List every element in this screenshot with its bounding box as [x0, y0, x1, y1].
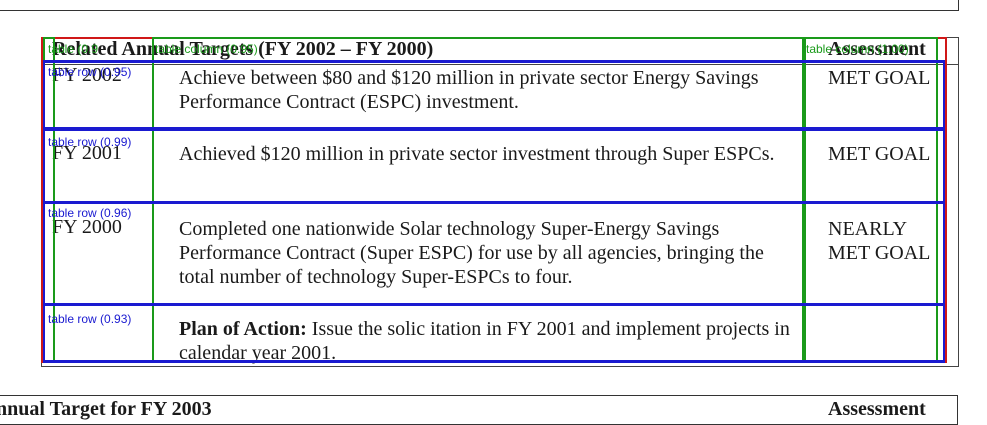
- plan-of-action: Plan of Action: Issue the solic itation …: [179, 317, 794, 365]
- plan-of-action-text: Issue the solic itation in FY 2001 and i…: [179, 318, 790, 364]
- table-header-assessment: Assessment: [828, 38, 926, 60]
- row-detection-label-1: table row (0.95): [48, 65, 132, 79]
- plan-of-action-label: Plan of Action:: [179, 318, 307, 340]
- row-assessment-fy2002: MET GOAL: [828, 67, 931, 89]
- row-year-fy2001: FY 2001: [52, 142, 122, 164]
- next-section-title: nnual Target for FY 2003: [0, 398, 212, 420]
- row-detection-label-2: table row (0.99): [48, 135, 132, 149]
- previous-section-box: [0, 0, 959, 11]
- row-description-fy2001: Achieved $120 million in private sector …: [179, 143, 775, 165]
- row-assessment-fy2001: MET GOAL: [828, 143, 931, 165]
- row-detection-label-4: table row (0.93): [48, 312, 132, 326]
- row-year-fy2002: FY 2002: [52, 64, 122, 86]
- next-section-assessment: Assessment: [828, 398, 926, 420]
- table-detection-label: table (0.9: [48, 42, 99, 56]
- column-detection-label-2: table column (0.95): [155, 42, 258, 56]
- table-header-title: Related Annual Targets (FY 2002 – FY 200…: [52, 38, 434, 60]
- row-assessment-fy2000: NEARLY MET GOAL: [828, 218, 931, 264]
- row-description-fy2002: Achieve between $80 and $120 million in …: [179, 67, 759, 113]
- table-header-row: [41, 37, 959, 65]
- row-description-fy2000: Completed one nationwide Solar technolog…: [179, 218, 764, 288]
- column-detection-label-3: table column (1.00): [806, 42, 909, 56]
- row-year-fy2000: FY 2000: [52, 216, 122, 238]
- row-detection-label-3: table row (0.96): [48, 206, 132, 220]
